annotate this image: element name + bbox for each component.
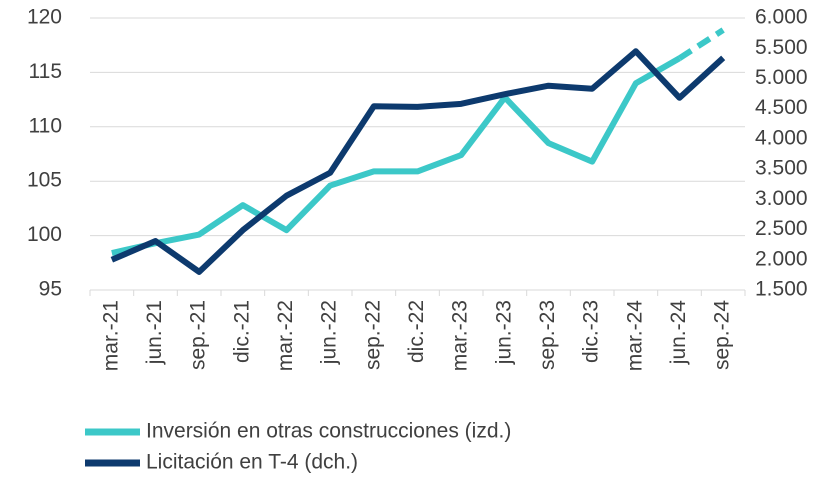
- y-tick-label: 95: [39, 278, 62, 301]
- y2-tick-label: 1.500: [755, 278, 808, 301]
- series-line: [111, 55, 681, 256]
- series-line: [677, 27, 725, 61]
- y2-tick-label: 2.000: [755, 247, 808, 270]
- y2-tick-label: 3.000: [755, 187, 808, 210]
- y2-tick-label: 2.500: [755, 217, 808, 240]
- legend-label: Licitación en T-4 (dch.): [146, 451, 358, 474]
- y2-tick-label: 6.000: [755, 6, 808, 29]
- x-tick-label: mar.-24: [623, 300, 646, 372]
- x-tick-label: dic.-22: [405, 300, 428, 363]
- legend-label: Inversión en otras construcciones (izd.): [146, 420, 511, 443]
- y-tick-label: 100: [27, 223, 62, 246]
- y2-tick-label: 5.000: [755, 66, 808, 89]
- x-tick-label: dic.-23: [580, 300, 603, 363]
- x-tick-label: jun.-24: [667, 300, 690, 366]
- series-line: [110, 48, 726, 275]
- x-tick-label: mar.-23: [449, 300, 472, 371]
- y2-tick-label: 3.500: [755, 157, 808, 180]
- x-tick-label: sep.-22: [361, 300, 384, 370]
- x-tick-label: sep.-24: [711, 300, 734, 370]
- x-tick-label: sep.-21: [187, 300, 210, 370]
- y-tick-label: 115: [29, 60, 62, 83]
- y-tick-label: 110: [29, 114, 62, 137]
- x-tick-label: jun.-23: [492, 300, 515, 365]
- y-tick-label: 105: [27, 169, 62, 192]
- x-tick-label: dic.-21: [230, 300, 253, 363]
- x-tick-label: jun.-21: [143, 300, 166, 365]
- x-tick-label: mar.-21: [99, 300, 122, 371]
- x-tick-label: sep.-23: [536, 300, 559, 370]
- y2-tick-label: 4.000: [755, 126, 808, 149]
- x-tick-label: jun.-22: [318, 300, 341, 365]
- y2-tick-label: 4.500: [755, 96, 808, 119]
- y2-tick-label: 5.500: [755, 36, 808, 59]
- y-tick-label: 120: [27, 6, 62, 29]
- x-tick-label: mar.-22: [274, 300, 297, 371]
